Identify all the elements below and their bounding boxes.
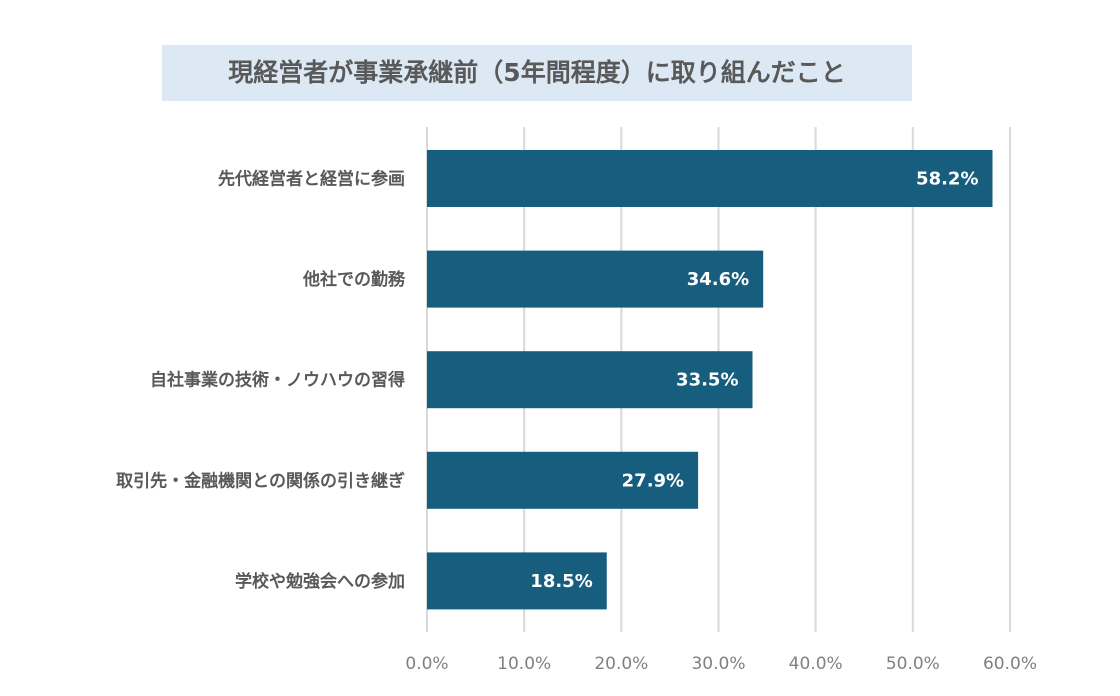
x-tick-label: 10.0% [497,654,551,674]
category-label: 他社での勤務 [302,269,406,290]
chart-title-box: 現経営者が事業承継前（5年間程度）に取り組んだこと [162,45,912,101]
category-label: 先代経営者と経営に参画 [218,169,405,190]
category-label: 自社事業の技術・ノウハウの習得 [150,370,405,391]
bar [427,552,607,610]
data-label: 33.5% [676,370,738,391]
category-label: 学校や勉強会への参加 [235,571,405,592]
x-tick-label: 40.0% [789,654,843,674]
x-tick-label: 30.0% [691,654,745,674]
x-tick-label: 0.0% [405,654,448,674]
data-label: 58.2% [916,169,978,190]
data-label: 27.9% [622,470,684,491]
chart-title: 現経営者が事業承継前（5年間程度）に取り組んだこと [228,58,846,87]
bar [427,150,993,207]
data-label: 34.6% [687,269,749,290]
x-tick-label: 60.0% [983,654,1037,674]
x-tick-label: 20.0% [594,654,648,674]
category-label: 取引先・金融機関との関係の引き継ぎ [116,470,405,491]
x-tick-label: 50.0% [886,654,940,674]
bar [427,451,699,509]
bar [427,250,764,308]
bar [427,351,753,409]
data-label: 18.5% [530,571,592,592]
